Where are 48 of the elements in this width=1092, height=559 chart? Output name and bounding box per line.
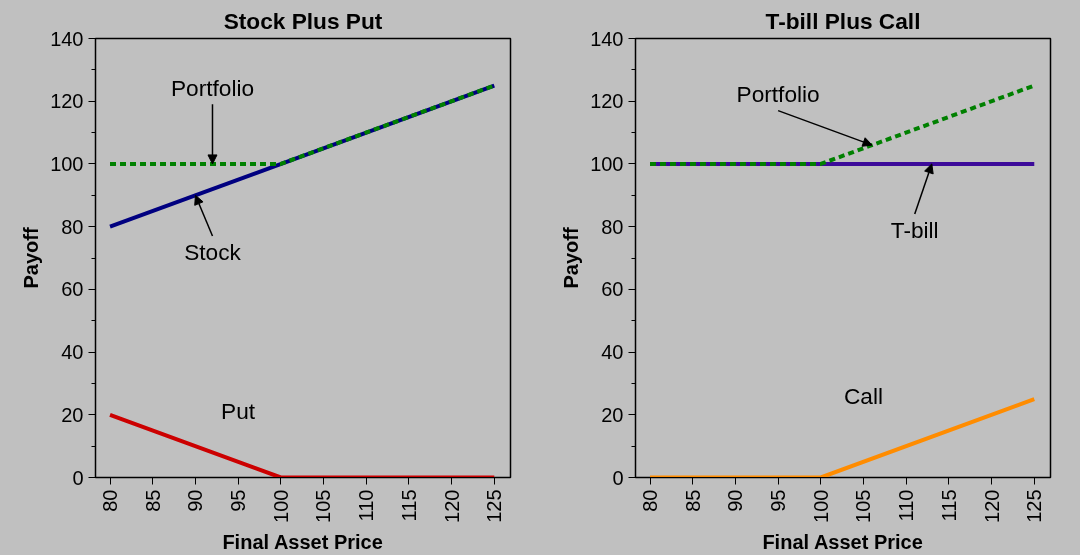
x-tick-label: 100 xyxy=(269,489,292,523)
chart-title: Stock Plus Put xyxy=(223,7,383,34)
x-tick-label: 100 xyxy=(809,489,832,523)
y-tick-label: 100 xyxy=(590,152,624,175)
annotation: Stock xyxy=(184,239,242,266)
chart-title: T-bill Plus Call xyxy=(765,7,921,34)
x-tick-label: 115 xyxy=(397,489,420,522)
x-tick-label: 95 xyxy=(227,489,250,512)
annotation: Portfolio xyxy=(170,75,255,102)
x-tick-label: 80 xyxy=(99,489,122,512)
y-axis-title: Payoff xyxy=(560,227,583,289)
x-tick-label: 105 xyxy=(852,489,875,523)
y-tick-label: 140 xyxy=(50,27,84,50)
y-tick-label: 20 xyxy=(601,403,624,426)
y-tick-label: 120 xyxy=(590,90,624,113)
y-tick-label: 0 xyxy=(612,466,624,489)
x-tick-label: 85 xyxy=(681,489,704,512)
y-tick-label: 60 xyxy=(61,278,84,301)
y-tick-label: 80 xyxy=(601,215,624,238)
x-axis-title: Final Asset Price xyxy=(762,530,923,553)
x-tick-label: 125 xyxy=(483,489,506,523)
y-tick-label: 40 xyxy=(601,341,624,364)
y-tick-label: 80 xyxy=(61,215,84,238)
annotation: Portfolio xyxy=(736,81,820,108)
y-tick-label: 60 xyxy=(601,278,624,301)
y-tick-label: 40 xyxy=(61,341,84,364)
x-tick-label: 85 xyxy=(141,489,164,512)
y-tick-label: 100 xyxy=(50,152,84,175)
x-tick-label: 120 xyxy=(440,489,463,523)
x-tick-label: 110 xyxy=(895,489,918,522)
y-tick-label: 20 xyxy=(61,403,84,426)
x-tick-label: 90 xyxy=(184,489,207,512)
x-tick-label: 110 xyxy=(355,489,378,522)
x-axis-title: Final Asset Price xyxy=(222,530,383,553)
annotation: Put xyxy=(221,398,256,425)
x-tick-label: 95 xyxy=(767,489,790,512)
x-tick-label: 105 xyxy=(312,489,335,523)
annotation: Call xyxy=(843,382,884,409)
x-tick-label: 90 xyxy=(724,489,747,512)
x-tick-label: 120 xyxy=(980,489,1003,523)
y-axis-title: Payoff xyxy=(20,227,43,289)
y-tick-label: 140 xyxy=(590,27,624,50)
x-tick-label: 125 xyxy=(1023,489,1046,523)
y-tick-label: 0 xyxy=(72,466,84,489)
annotation: T-bill xyxy=(890,217,939,244)
x-tick-label: 115 xyxy=(937,489,960,522)
y-tick-label: 120 xyxy=(50,90,84,113)
x-tick-label: 80 xyxy=(639,489,662,512)
